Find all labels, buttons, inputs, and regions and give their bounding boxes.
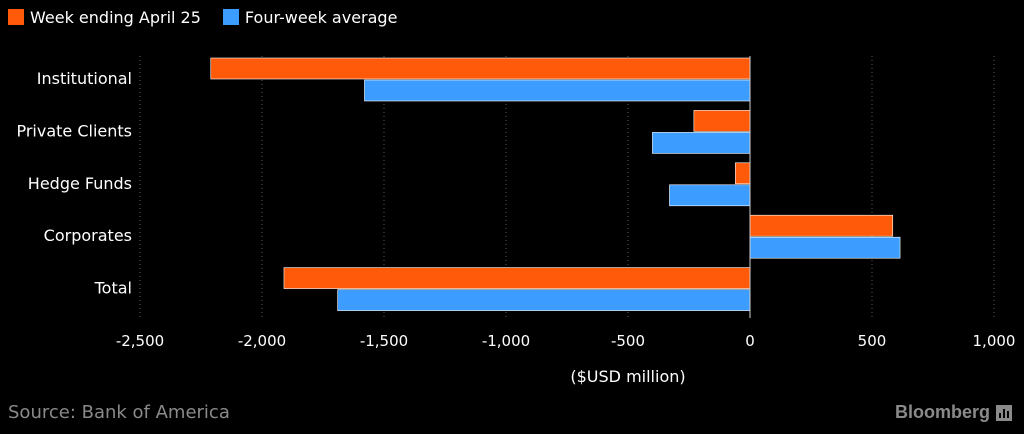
x-tick-label: -1,000 [482, 332, 530, 350]
x-tick-label: 1,000 [973, 332, 1016, 350]
legend-label-average: Four-week average [244, 7, 398, 27]
source-note: Source: Bank of America [8, 402, 230, 423]
bloomberg-bars-icon [996, 404, 1012, 421]
bar [749, 214, 894, 237]
x-tick-label: -500 [611, 332, 645, 350]
bar [669, 184, 751, 207]
legend-swatch-week [8, 9, 24, 25]
legend-label-week: Week ending April 25 [30, 7, 201, 27]
legend-swatch-average [222, 9, 239, 25]
bar [364, 79, 751, 102]
x-tick-label: -2,500 [116, 332, 164, 350]
category-label: Total [94, 279, 132, 298]
x-tick-label: -2,000 [238, 332, 286, 350]
bar [283, 267, 751, 289]
bar [337, 289, 751, 311]
x-tick-label: 500 [858, 332, 887, 350]
bar [735, 162, 751, 185]
category-label: Hedge Funds [28, 174, 132, 193]
category-label: Institutional [37, 69, 132, 88]
bar [652, 132, 751, 154]
x-tick-label: 0 [745, 332, 755, 350]
legend-item-week: Week ending April 25 [8, 8, 201, 27]
category-label: Corporates [44, 226, 132, 245]
bloomberg-logo: Bloomberg [895, 402, 1012, 423]
bar [693, 110, 751, 132]
x-tick-label: -1,500 [360, 332, 408, 350]
bar [210, 57, 751, 80]
bar [749, 236, 901, 259]
legend-item-average: Four-week average [222, 7, 398, 27]
x-axis-title: ($USD million) [570, 367, 685, 386]
brand-name: Bloomberg [894, 402, 990, 422]
category-label: Private Clients [16, 121, 132, 140]
chart-legend: Week ending April 25 Four-week average [8, 6, 419, 28]
